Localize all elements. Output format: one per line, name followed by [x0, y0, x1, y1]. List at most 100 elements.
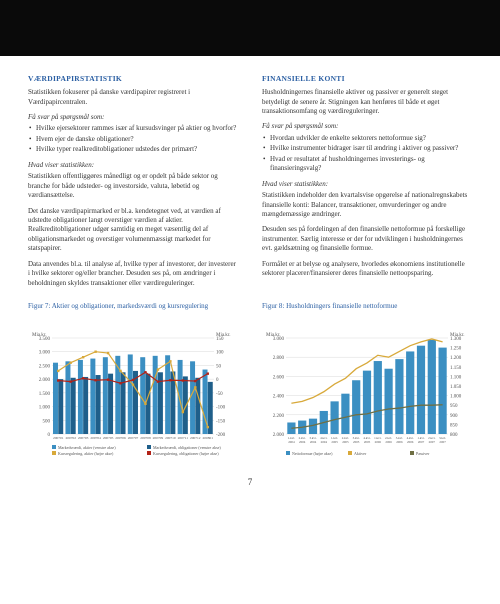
- svg-text:200702: 200702: [65, 436, 76, 440]
- svg-text:1.200: 1.200: [450, 356, 462, 361]
- svg-text:2.500: 2.500: [39, 364, 51, 369]
- bullet-item: Hvilke instrumenter bidrager især til æn…: [262, 144, 472, 153]
- svg-text:200701: 200701: [53, 436, 64, 440]
- svg-text:50: 50: [216, 364, 222, 369]
- right-section-title: FINANSIELLE KONTI: [262, 74, 472, 84]
- svg-text:2005: 2005: [353, 440, 360, 444]
- left-column: VÆRDIPAPIRSTATISTIK Statistikken fokuser…: [28, 74, 238, 294]
- svg-text:2007: 2007: [439, 440, 446, 444]
- svg-text:-100: -100: [216, 406, 226, 411]
- svg-text:200705: 200705: [103, 436, 114, 440]
- svg-text:1.050: 1.050: [450, 385, 462, 390]
- right-p2: Desuden ses på fordelingen af den finans…: [262, 225, 472, 253]
- svg-text:2.000: 2.000: [39, 378, 51, 383]
- svg-text:800: 800: [450, 433, 458, 438]
- svg-text:3.000: 3.000: [39, 351, 51, 356]
- svg-text:1.300: 1.300: [450, 337, 462, 342]
- svg-text:150: 150: [216, 337, 224, 342]
- left-subheading: Hvad viser statistikken:: [28, 161, 238, 170]
- svg-text:2006: 2006: [396, 440, 403, 444]
- top-black-bar: [0, 0, 500, 56]
- figure-7-column: Figur 7: Aktier og obligationer, markeds…: [28, 302, 238, 473]
- svg-text:2.800: 2.800: [273, 356, 285, 361]
- svg-text:200710: 200710: [165, 436, 176, 440]
- figure-8-number: Figur 8:: [262, 302, 284, 310]
- svg-text:850: 850: [450, 423, 458, 428]
- svg-text:-150: -150: [216, 419, 226, 424]
- right-intro: Husholdningernes finansielle aktiver og …: [262, 88, 472, 116]
- svg-text:900: 900: [450, 414, 458, 419]
- svg-text:Nettoformue (højre akse): Nettoformue (højre akse): [292, 451, 333, 456]
- right-column: FINANSIELLE KONTI Husholdningernes finan…: [262, 74, 472, 294]
- svg-text:3.000: 3.000: [273, 337, 285, 342]
- svg-text:200704: 200704: [90, 436, 101, 440]
- svg-text:2004: 2004: [321, 440, 328, 444]
- left-p1: Statistikken offentliggøres månedligt og…: [28, 172, 238, 200]
- figure-8-title: Figur 8: Husholdningers finansielle nett…: [262, 302, 472, 320]
- right-lead-question: Få svar på spørgsmål som:: [262, 122, 472, 131]
- svg-text:2007: 2007: [418, 440, 425, 444]
- svg-text:200709: 200709: [153, 436, 164, 440]
- svg-text:2006: 2006: [375, 440, 382, 444]
- svg-text:-200: -200: [216, 433, 226, 438]
- svg-text:Aktiver: Aktiver: [354, 451, 367, 456]
- svg-text:Passiver: Passiver: [416, 451, 430, 456]
- left-lead-question: Få svar på spørgsmål som:: [28, 113, 238, 122]
- figure-7-title: Figur 7: Aktier og obligationer, markeds…: [28, 302, 238, 320]
- svg-text:-50: -50: [216, 392, 223, 397]
- figure-7-chart: Mia.kr.Mia.kr.05001.0001.5002.0002.5003.…: [28, 328, 238, 468]
- svg-text:Kursregulering, aktier (højre: Kursregulering, aktier (højre akse): [58, 451, 114, 457]
- text-columns: VÆRDIPAPIRSTATISTIK Statistikken fokuser…: [0, 56, 500, 302]
- svg-text:2005: 2005: [364, 440, 371, 444]
- figure-row: Figur 7: Aktier og obligationer, markeds…: [0, 302, 500, 473]
- svg-text:2.000: 2.000: [273, 433, 285, 438]
- figure-8-column: Figur 8: Husholdningers finansielle nett…: [262, 302, 472, 473]
- right-p1: Statistikken indeholder den kvartalsvise…: [262, 191, 472, 219]
- svg-text:2005: 2005: [342, 440, 349, 444]
- svg-text:200703: 200703: [78, 436, 89, 440]
- left-intro: Statistikken fokuserer på danske værdipa…: [28, 88, 238, 107]
- svg-text:Kursregulering, obligationer (: Kursregulering, obligationer (højre akse…: [153, 451, 219, 457]
- svg-text:200712: 200712: [190, 436, 201, 440]
- figure-7-number: Figur 7:: [28, 302, 50, 310]
- svg-text:200708: 200708: [140, 436, 151, 440]
- svg-text:2.600: 2.600: [273, 375, 285, 380]
- svg-text:2.400: 2.400: [273, 395, 285, 400]
- svg-text:2007: 2007: [429, 440, 436, 444]
- svg-text:0: 0: [48, 433, 51, 438]
- svg-text:2006: 2006: [385, 440, 392, 444]
- svg-text:2004: 2004: [288, 440, 295, 444]
- figure-8-chart: Mia.kr.Mia.kr.2.0002.2002.4002.6002.8003…: [262, 328, 472, 468]
- svg-text:950: 950: [450, 404, 458, 409]
- svg-text:100: 100: [216, 351, 224, 356]
- svg-text:1.000: 1.000: [39, 406, 51, 411]
- left-bullet-list: Hvilke ejersektorer rammes især af kursu…: [28, 124, 238, 154]
- left-p2: Det danske værdipapirmarked er bl.a. ken…: [28, 207, 238, 254]
- svg-text:3.500: 3.500: [39, 337, 51, 342]
- svg-text:2004: 2004: [299, 440, 306, 444]
- bullet-item: Hvad er resultatet af husholdningernes i…: [262, 155, 472, 174]
- svg-text:1.250: 1.250: [450, 347, 462, 352]
- svg-text:1.000: 1.000: [450, 395, 462, 400]
- svg-text:1.100: 1.100: [450, 375, 462, 380]
- svg-text:2005: 2005: [331, 440, 338, 444]
- bullet-item: Hvilke typer realkreditobligationer udst…: [28, 145, 238, 154]
- svg-text:200801: 200801: [203, 436, 214, 440]
- left-p3: Data anvendes bl.a. til analyse af, hvil…: [28, 260, 238, 288]
- svg-text:1.500: 1.500: [39, 392, 51, 397]
- left-section-title: VÆRDIPAPIRSTATISTIK: [28, 74, 238, 84]
- svg-text:200707: 200707: [128, 436, 139, 440]
- figure-7-caption: Aktier og obligationer, markedsværdi og …: [52, 302, 208, 310]
- svg-text:2004: 2004: [310, 440, 317, 444]
- right-p3: Formålet er at belyse og analysere, hvor…: [262, 260, 472, 279]
- svg-text:1.150: 1.150: [450, 366, 462, 371]
- right-bullet-list: Hvordan udvikler de enkelte sektorers ne…: [262, 134, 472, 174]
- svg-text:2.200: 2.200: [273, 414, 285, 419]
- svg-text:200711: 200711: [178, 436, 189, 440]
- figure-8-caption: Husholdningers finansielle nettoformue: [286, 302, 397, 310]
- svg-text:0: 0: [216, 378, 219, 383]
- svg-text:2006: 2006: [407, 440, 414, 444]
- svg-text:500: 500: [43, 419, 51, 424]
- bullet-item: Hvem ejer de danske obligationer?: [28, 135, 238, 144]
- bullet-item: Hvilke ejersektorer rammes især af kursu…: [28, 124, 238, 133]
